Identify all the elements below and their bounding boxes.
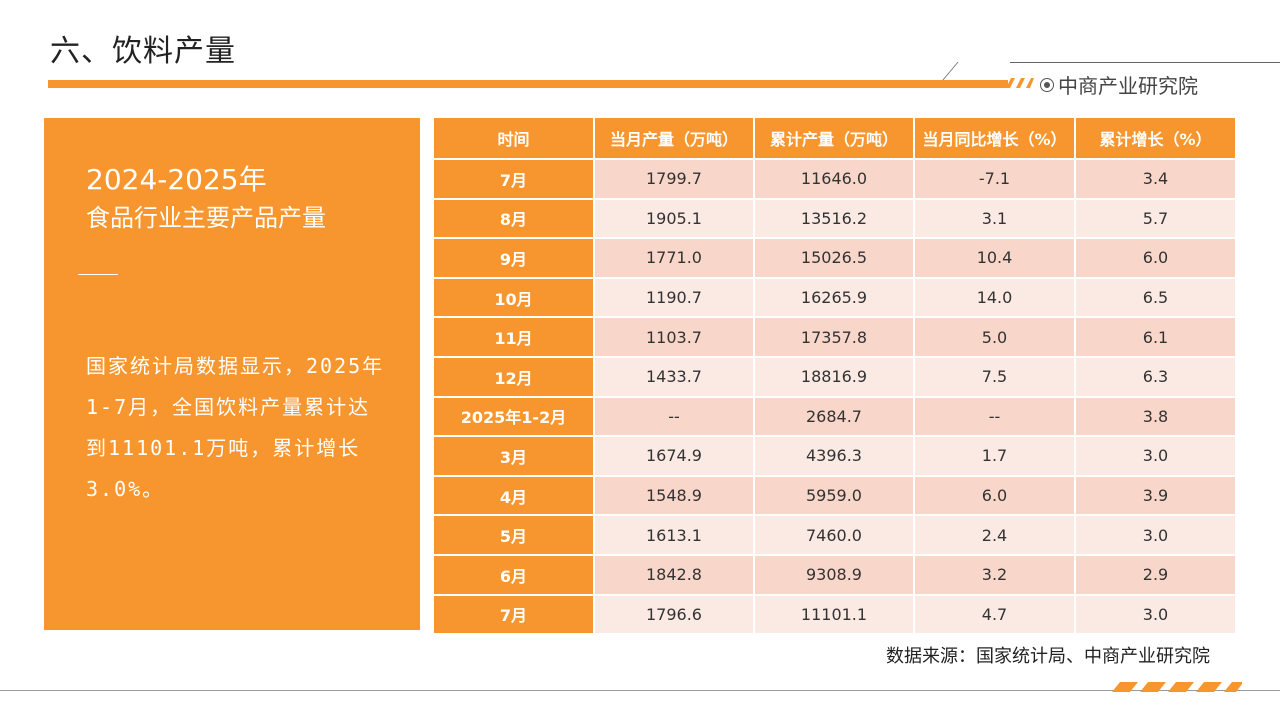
cell-yoy: 1.7: [914, 436, 1076, 477]
cell-cumulative: 5959.0: [754, 475, 915, 517]
row-period: 10月: [434, 277, 595, 319]
cell-monthly: 1799.7: [594, 159, 755, 200]
data-source-note: 数据来源：国家统计局、中商产业研究院: [886, 646, 1210, 667]
cell-growth: 3.0: [1075, 515, 1235, 556]
table-row: 10月 1190.7 16265.9 14.0 6.5: [434, 277, 1235, 319]
orange-stripes-icon: [1006, 78, 1034, 88]
cell-growth: 6.5: [1075, 277, 1235, 319]
cell-yoy: 3.2: [914, 554, 1076, 596]
cell-growth: 6.3: [1075, 356, 1235, 398]
table-row: 6月 1842.8 9308.9 3.2 2.9: [434, 554, 1235, 596]
cell-yoy: 3.1: [914, 198, 1076, 240]
table-row: 9月 1771.0 15026.5 10.4 6.0: [434, 238, 1235, 279]
table-row: 2025年1-2月 -- 2684.7 -- 3.8: [434, 396, 1235, 438]
cell-growth: 5.7: [1075, 198, 1235, 240]
cell-monthly: 1771.0: [594, 238, 755, 279]
header-monthly-yoy: 当月同比增长（%）: [914, 118, 1076, 160]
cell-cumulative: 18816.9: [754, 356, 915, 398]
header-time: 时间: [434, 118, 595, 160]
cell-growth: 2.9: [1075, 554, 1235, 596]
row-period: 3月: [434, 436, 595, 477]
cell-growth: 3.0: [1075, 594, 1235, 636]
row-period: 9月: [434, 238, 595, 279]
row-period: 2025年1-2月: [434, 396, 595, 438]
cell-cumulative: 4396.3: [754, 436, 915, 477]
cell-growth: 6.0: [1075, 238, 1235, 279]
cell-growth: 6.1: [1075, 317, 1235, 358]
row-period: 7月: [434, 159, 595, 200]
row-period: 6月: [434, 554, 595, 596]
page-title: 六、饮料产量: [50, 34, 236, 69]
cell-growth: 3.9: [1075, 475, 1235, 517]
table-row: 7月 1799.7 11646.0 -7.1 3.4: [434, 159, 1235, 200]
summary-panel: 2024-2025年 食品行业主要产品产量 国家统计局数据显示，2025年1-7…: [44, 118, 420, 630]
table-row: 11月 1103.7 17357.8 5.0 6.1: [434, 317, 1235, 358]
row-period: 12月: [434, 356, 595, 398]
cell-growth: 3.8: [1075, 396, 1235, 438]
production-table: 时间 当月产量（万吨） 累计产量（万吨） 当月同比增长（%） 累计增长（%） 7…: [434, 118, 1235, 636]
panel-body-text: 国家统计局数据显示，2025年1-7月，全国饮料产量累计达到11101.1万吨，…: [86, 354, 385, 501]
title-thin-line: [1010, 62, 1280, 63]
footer-stripes-icon: [1112, 682, 1242, 692]
header-cumulative-output: 累计产量（万吨）: [754, 118, 915, 160]
header-monthly-output: 当月产量（万吨）: [594, 118, 755, 160]
table-row: 12月 1433.7 18816.9 7.5 6.3: [434, 356, 1235, 398]
cell-yoy: 6.0: [914, 475, 1076, 517]
panel-divider: [78, 274, 118, 275]
cell-yoy: 2.4: [914, 515, 1076, 556]
row-period: 8月: [434, 198, 595, 240]
cell-yoy: 10.4: [914, 238, 1076, 279]
cell-monthly: 1613.1: [594, 515, 755, 556]
table-row: 8月 1905.1 13516.2 3.1 5.7: [434, 198, 1235, 240]
cell-monthly: 1842.8: [594, 554, 755, 596]
cell-cumulative: 2684.7: [754, 396, 915, 438]
footer-line: [0, 690, 1280, 691]
cell-cumulative: 16265.9: [754, 277, 915, 319]
header-cumulative-growth: 累计增长（%）: [1075, 118, 1235, 160]
cell-cumulative: 7460.0: [754, 515, 915, 556]
cell-growth: 3.4: [1075, 159, 1235, 200]
cell-cumulative: 15026.5: [754, 238, 915, 279]
panel-year: 2024-2025年: [86, 163, 267, 196]
cell-yoy: 5.0: [914, 317, 1076, 358]
cell-yoy: 7.5: [914, 356, 1076, 398]
cell-cumulative: 13516.2: [754, 198, 915, 240]
title-slant-line: [942, 62, 959, 80]
brand: 中商产业研究院: [1040, 70, 1198, 99]
table-row: 4月 1548.9 5959.0 6.0 3.9: [434, 475, 1235, 517]
cell-monthly: 1190.7: [594, 277, 755, 319]
row-period: 7月: [434, 594, 595, 636]
panel-subtitle: 食品行业主要产品产量: [86, 204, 326, 232]
cell-yoy: 4.7: [914, 594, 1076, 636]
row-period: 11月: [434, 317, 595, 358]
cell-monthly: 1548.9: [594, 475, 755, 517]
brand-logo-icon: [1040, 77, 1054, 92]
cell-cumulative: 9308.9: [754, 554, 915, 596]
cell-yoy: 14.0: [914, 277, 1076, 319]
cell-yoy: --: [914, 396, 1076, 438]
cell-monthly: 1905.1: [594, 198, 755, 240]
cell-monthly: 1796.6: [594, 594, 755, 636]
table-row: 3月 1674.9 4396.3 1.7 3.0: [434, 436, 1235, 477]
cell-yoy: -7.1: [914, 159, 1076, 200]
table-row: 7月 1796.6 11101.1 4.7 3.0: [434, 594, 1235, 636]
cell-monthly: 1674.9: [594, 436, 755, 477]
brand-name: 中商产业研究院: [1058, 74, 1198, 98]
table-header-row: 时间 当月产量（万吨） 累计产量（万吨） 当月同比增长（%） 累计增长（%）: [434, 118, 1235, 160]
cell-cumulative: 17357.8: [754, 317, 915, 358]
cell-monthly: 1103.7: [594, 317, 755, 358]
cell-cumulative: 11646.0: [754, 159, 915, 200]
row-period: 5月: [434, 515, 595, 556]
cell-cumulative: 11101.1: [754, 594, 915, 636]
title-underline-bar: [48, 80, 1008, 88]
cell-monthly: --: [594, 396, 755, 438]
cell-growth: 3.0: [1075, 436, 1235, 477]
table-row: 5月 1613.1 7460.0 2.4 3.0: [434, 515, 1235, 556]
cell-monthly: 1433.7: [594, 356, 755, 398]
row-period: 4月: [434, 475, 595, 517]
